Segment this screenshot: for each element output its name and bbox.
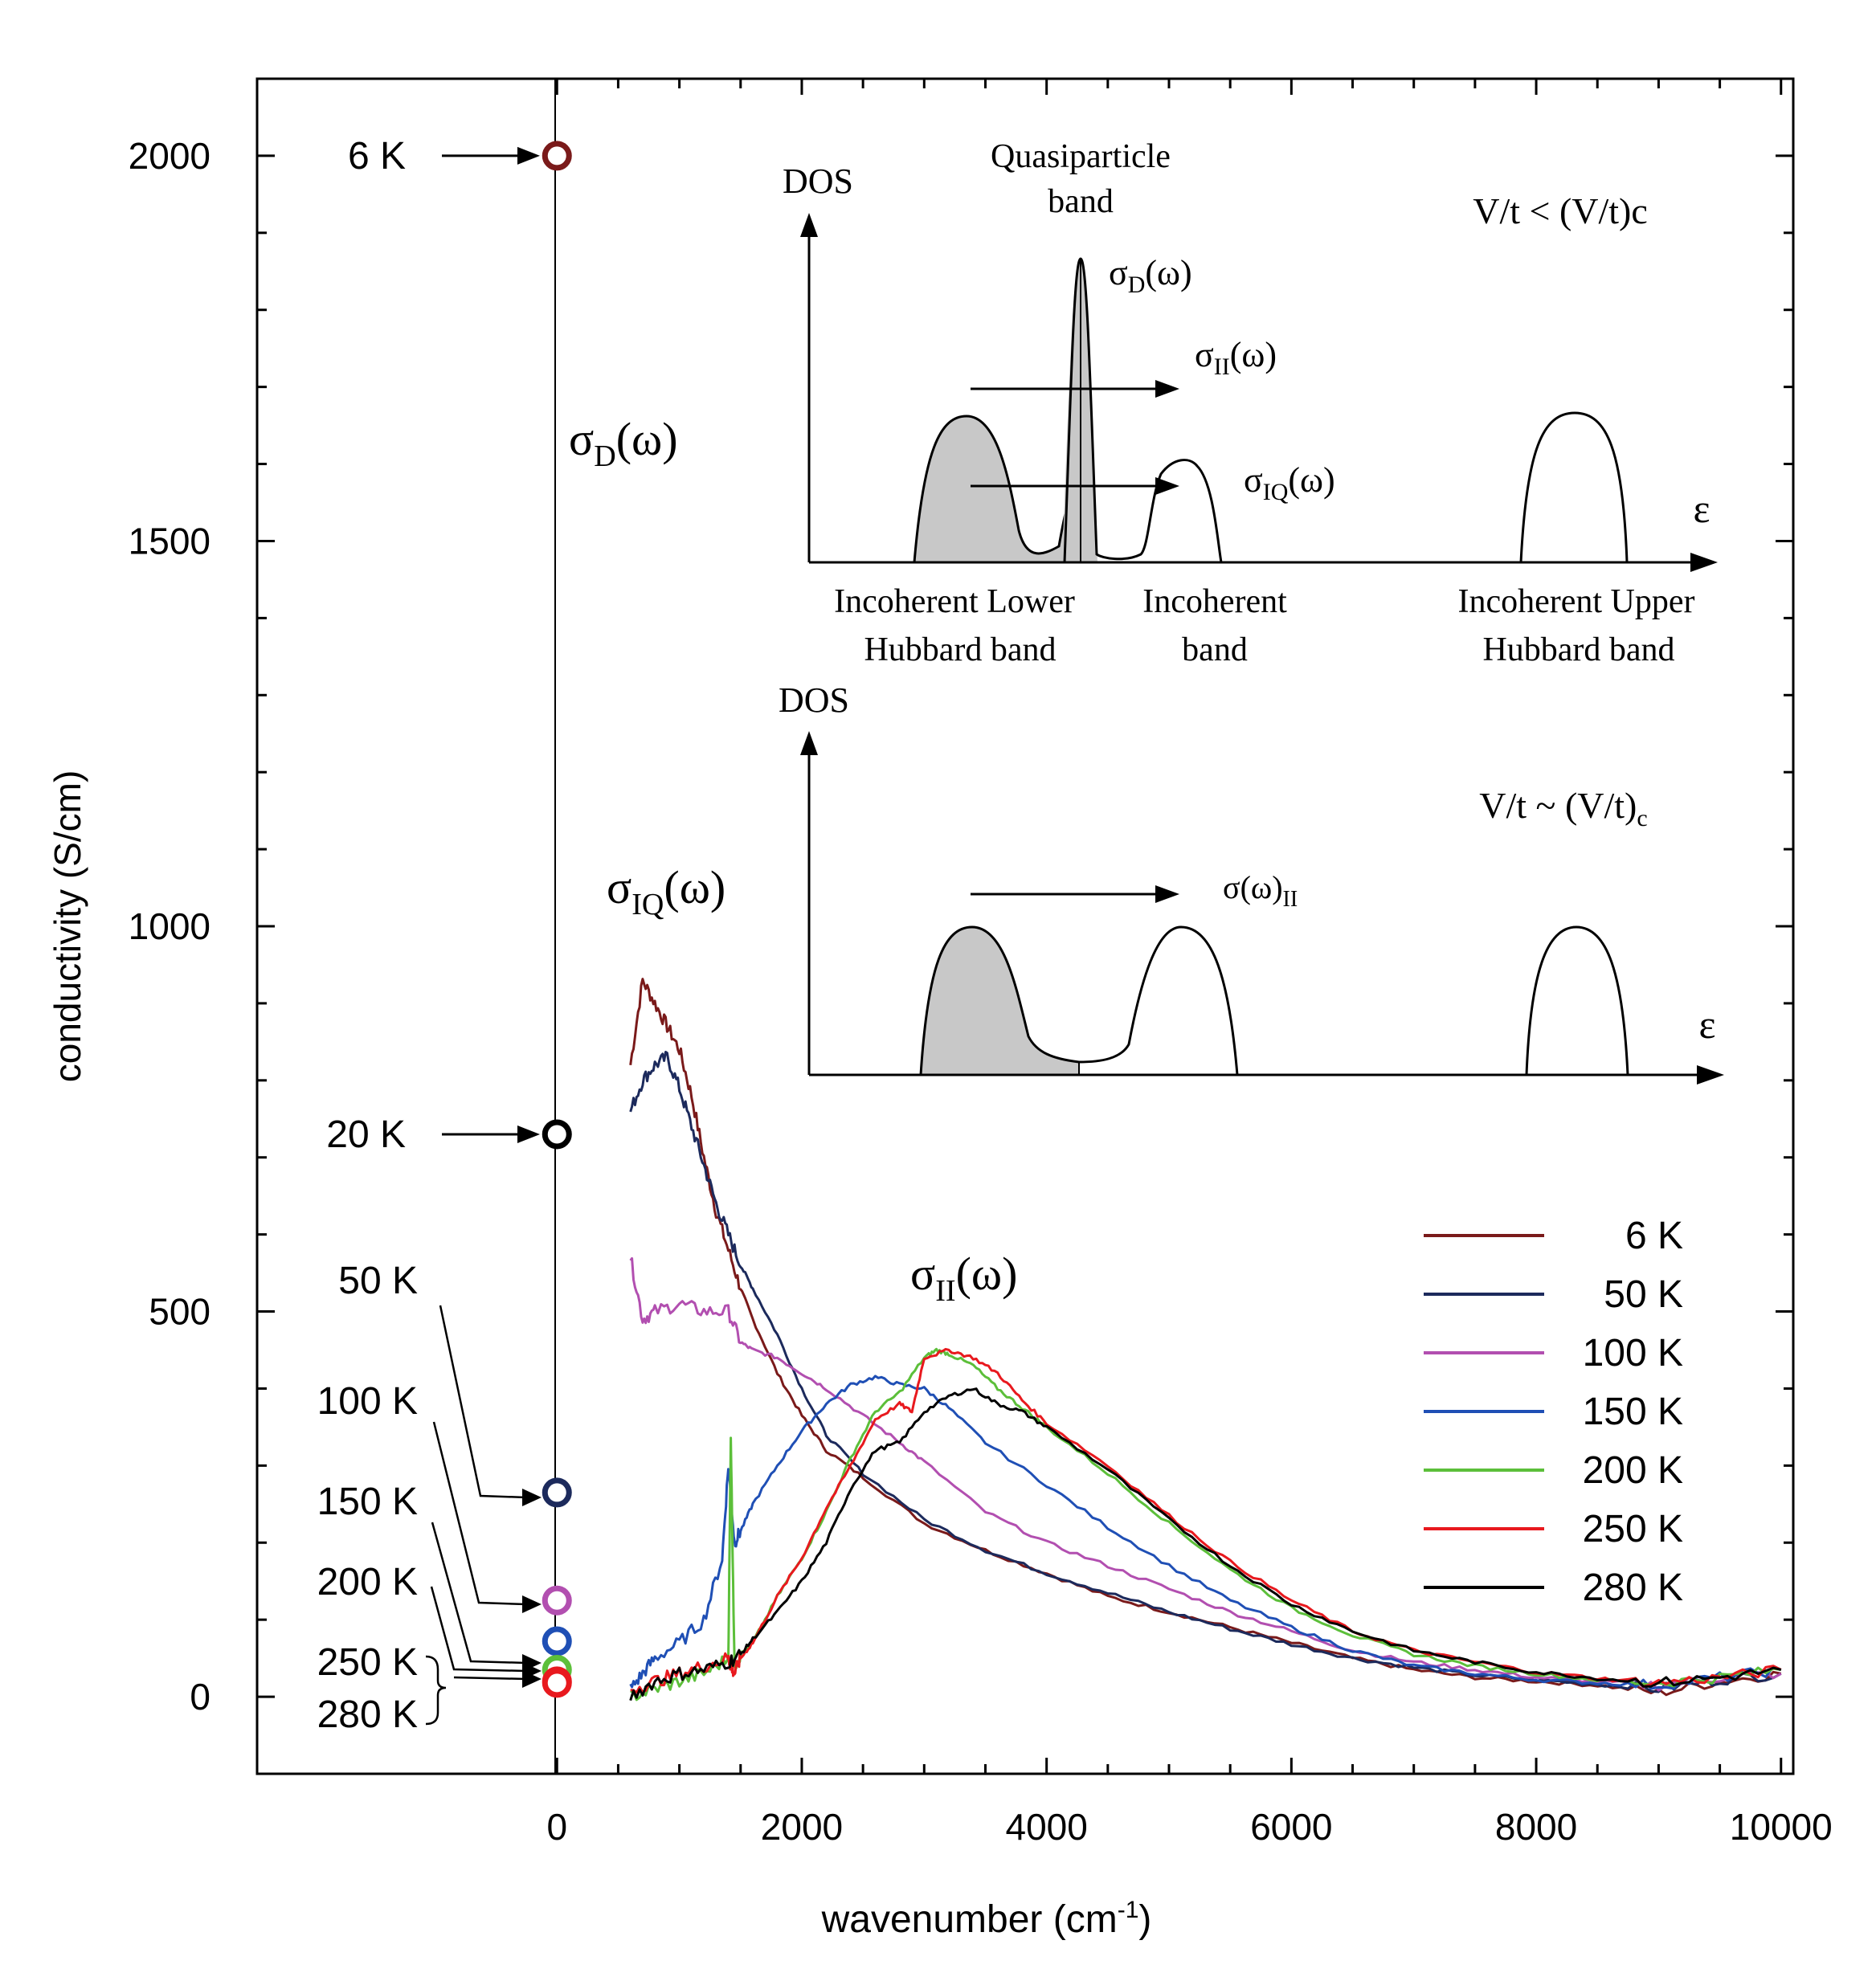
drude-point-150k	[542, 1626, 572, 1656]
inset-top-y-arrowhead	[800, 213, 818, 237]
drude-point-280k	[542, 1668, 572, 1698]
quasiparticle-label-1: Quasiparticle	[991, 138, 1171, 175]
bottom-condition-label: V/t ~ (V/t)c	[1479, 785, 1647, 831]
x-tick-label: 8000	[1495, 1806, 1577, 1848]
legend-label: 200 K	[1583, 1449, 1683, 1492]
drude-label-50k: 50 K	[338, 1260, 418, 1302]
x-tick-label: 0	[546, 1806, 567, 1848]
legend-label: 50 K	[1604, 1273, 1683, 1316]
series-lines	[629, 978, 1782, 1701]
series-line-280k	[629, 1387, 1782, 1701]
inset-bottom-epsilon: ε	[1699, 1002, 1716, 1047]
upper-band-label-1: Incoherent Upper	[1457, 583, 1694, 620]
sigma-ii-label: σII(ω)	[910, 1248, 1017, 1308]
drude-label-280k: 280 K	[317, 1693, 418, 1736]
series-line-100k	[629, 1256, 1782, 1692]
sigma-d-label: σD(ω)	[569, 413, 678, 473]
arrow-150k	[431, 1522, 527, 1665]
inset-sigma-ii-top: σII(ω)	[1195, 335, 1277, 380]
inset-bottom-x-arrowhead	[1697, 1065, 1724, 1085]
drude-label-200k: 200 K	[317, 1561, 418, 1603]
legend: 6 K 50 K 100 K 150 K 200 K 250 K 280 K	[1424, 1215, 1683, 1609]
drude-point-50k	[542, 1477, 572, 1508]
lower-band-label-2: Hubbard band	[864, 631, 1056, 668]
brace	[425, 1655, 447, 1726]
upper-band-label-2: Hubbard band	[1482, 631, 1674, 668]
inset-sigma-ii-bottom: σ(ω)II	[1223, 869, 1298, 912]
drude-points: 6 K 20 K 50 K 100 K 150 K 200 K 250 K 280 K	[317, 135, 572, 1736]
transition-arrowhead-iq	[1155, 477, 1179, 495]
x-tick-label: 4000	[1005, 1806, 1087, 1848]
legend-label: 280 K	[1583, 1567, 1683, 1609]
drude-arrowhead	[517, 1125, 540, 1143]
inset-top-epsilon: ε	[1694, 486, 1710, 531]
legend-label: 6 K	[1625, 1215, 1683, 1257]
x-tick-label: 6000	[1250, 1806, 1332, 1848]
upper-hubbard-band-bottom	[1525, 925, 1629, 1076]
inset-top-dos-label: DOS	[783, 161, 853, 201]
drude-label-20k: 20 K	[326, 1113, 406, 1156]
inset-bottom-dos-label: DOS	[779, 680, 849, 720]
lower-hubbard-band-top-outline	[913, 415, 1075, 563]
sigma-iq-label: σIQ(ω)	[607, 861, 725, 921]
inset-bottom: DOS V/t ~ (V/t)c σ(ω)II ε	[779, 680, 1724, 1085]
transition-arrowhead-ii-top	[1155, 380, 1179, 398]
legend-label: 150 K	[1583, 1391, 1683, 1433]
upper-hubbard-band-top	[1519, 411, 1629, 563]
drude-label-250k: 250 K	[317, 1641, 418, 1684]
drude-arrows	[425, 1305, 527, 1726]
y-tick-label: 500	[149, 1291, 210, 1333]
incoherent-band-label-2: band	[1182, 631, 1248, 668]
drude-label-6k: 6 K	[348, 135, 406, 178]
quasiparticle-label-2: band	[1048, 183, 1114, 220]
drude-point-100k	[542, 1585, 572, 1616]
lower-hubbard-band-top	[914, 416, 1073, 562]
arrow-50k	[439, 1305, 527, 1499]
drude-label-150k: 150 K	[317, 1481, 418, 1523]
plot-frame	[255, 77, 1795, 1775]
arrow-250-280k	[453, 1676, 527, 1681]
top-condition-label: V/t < (V/t)c	[1473, 190, 1648, 231]
tick-labels: 0 2000 4000 6000 8000 10000 0 500 1000 1500 2000	[129, 135, 1833, 1848]
axis-ticks	[257, 79, 1793, 1774]
series-line-50k	[629, 1051, 1782, 1693]
series-line-6k	[629, 978, 1782, 1697]
incoherent-band-label-1: Incoherent	[1142, 583, 1287, 620]
series-line-150k	[629, 1375, 1782, 1690]
transition-arrowhead-ii-bottom	[1155, 885, 1179, 903]
y-tick-label: 1000	[129, 905, 210, 947]
x-tick-label: 2000	[761, 1806, 843, 1848]
y-tick-label: 2000	[129, 135, 210, 177]
legend-label: 100 K	[1583, 1332, 1683, 1375]
inset-bottom-y-arrowhead	[800, 731, 818, 755]
drude-point-6k	[542, 141, 572, 171]
arrow-200k	[430, 1586, 527, 1673]
x-axis-label: wavenumber (cm-1)	[821, 1897, 1152, 1941]
arrow-100k	[432, 1421, 527, 1606]
inset-top-x-arrowhead	[1690, 553, 1718, 572]
drude-arrowheads	[522, 1489, 542, 1688]
y-tick-label: 1500	[129, 520, 210, 562]
drude-label-100k: 100 K	[317, 1380, 418, 1423]
drude-arrowhead	[517, 146, 540, 165]
x-tick-label: 10000	[1730, 1806, 1833, 1848]
quasiparticle-band-outline	[1063, 257, 1223, 563]
lower-hubbard-band-bottom	[921, 927, 1079, 1075]
inset-top: DOS Quasiparticle band V/t < (V/t)c σD(ω…	[783, 138, 1718, 668]
legend-label: 250 K	[1583, 1508, 1683, 1550]
y-axis-label: conductivity (S/cm)	[47, 770, 88, 1083]
inset-sigma-d: σD(ω)	[1109, 253, 1192, 298]
drude-point-20k	[542, 1119, 572, 1150]
y-tick-label: 0	[190, 1676, 210, 1718]
inset-sigma-iq: σIQ(ω)	[1244, 460, 1335, 505]
lower-band-label-1: Incoherent Lower	[834, 583, 1075, 620]
